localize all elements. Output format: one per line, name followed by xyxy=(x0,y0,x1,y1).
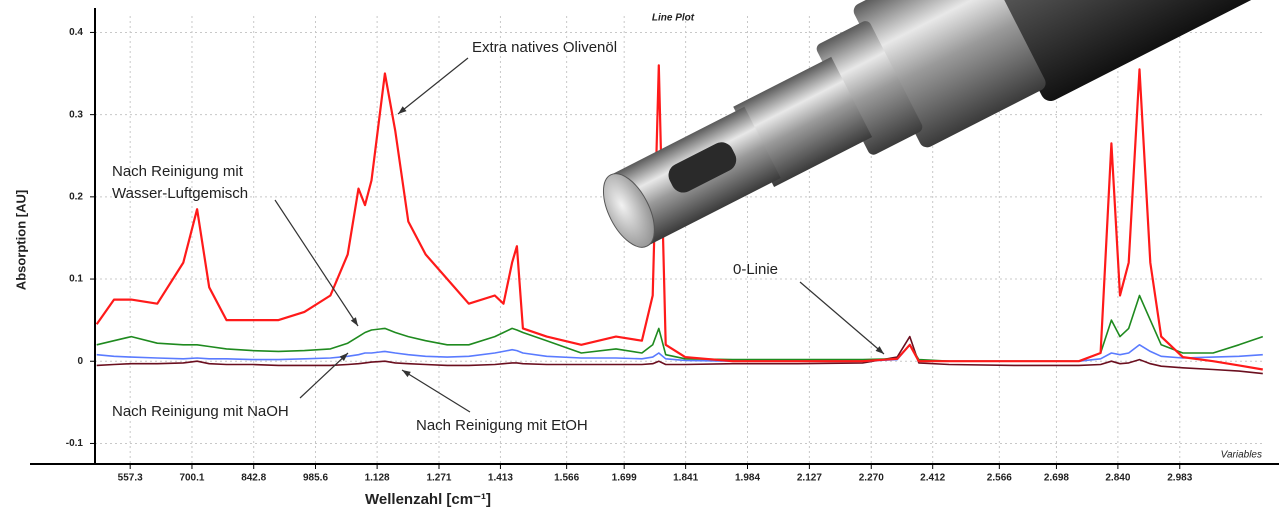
series-line xyxy=(96,294,1264,362)
y-tick-label: 0.2 xyxy=(69,191,83,202)
y-tick-label: 0.3 xyxy=(69,109,83,120)
y-tick-label: 0 xyxy=(77,356,83,367)
annotation-arrowhead xyxy=(875,346,884,354)
annotation-arrow xyxy=(401,369,471,413)
x-tick-label: 1.841 xyxy=(673,473,698,484)
probe-housing xyxy=(963,0,1275,101)
x-tick-label: 2.270 xyxy=(859,473,884,484)
probe-photo xyxy=(602,0,1275,248)
annotation-arrowhead xyxy=(398,106,407,114)
series-line xyxy=(95,64,1263,371)
x-tick-label: 1.413 xyxy=(488,473,513,484)
x-tick-label: 2.840 xyxy=(1105,473,1130,484)
annotation-arrow xyxy=(397,57,469,115)
x-tick-label: 1.699 xyxy=(612,473,637,484)
x-axis-title: Wellenzahl [cm⁻¹] xyxy=(365,491,491,508)
x-tick-label: 2.566 xyxy=(987,473,1012,484)
annotation: Nach Reinigung mit NaOH xyxy=(112,403,289,420)
x-tick-label: 2.698 xyxy=(1044,473,1069,484)
probe-clamp xyxy=(816,21,923,155)
y-tick-label: 0.1 xyxy=(69,274,83,285)
x-tick-label: 2.983 xyxy=(1167,473,1192,484)
annotations: Extra natives Olivenöl Nach Reinigung mit… xyxy=(112,39,885,434)
x-tick-label: 2.412 xyxy=(920,473,945,484)
y-tick-label: 0.4 xyxy=(69,27,83,38)
x-tick-label: 1.566 xyxy=(554,473,579,484)
x-tick-label: 1.984 xyxy=(735,473,760,484)
annotation-arrowhead xyxy=(402,370,411,378)
y-axis-title: Absorption [AU] xyxy=(13,190,28,290)
annotation-arrow xyxy=(799,281,885,355)
x-tick-label: 1.271 xyxy=(426,473,451,484)
x-tick-label: 557.3 xyxy=(118,473,143,484)
annotation-arrowhead xyxy=(339,353,348,362)
annotation-arrowhead xyxy=(350,317,358,326)
annotation-arrow xyxy=(274,199,359,327)
x-tick-label: 985.6 xyxy=(303,473,328,484)
annotation: 0-Linie xyxy=(733,261,778,278)
annotation: Nach Reinigung mit Wasser-Luftgemisch xyxy=(112,163,248,202)
x-tick-label: 842.8 xyxy=(241,473,266,484)
annotation-arrow xyxy=(299,352,349,399)
annotation: Nach Reinigung mit EtOH xyxy=(416,417,588,434)
series-line xyxy=(96,335,1263,375)
x-tick-label: 2.127 xyxy=(797,473,822,484)
x-tick-label: 1.128 xyxy=(365,473,390,484)
x-axis-note: Variables xyxy=(1221,450,1262,461)
annotation: Extra natives Olivenöl xyxy=(472,39,617,56)
y-tick-label: -0.1 xyxy=(66,438,84,449)
x-tick-label: 700.1 xyxy=(179,473,204,484)
probe-face xyxy=(602,173,655,248)
series-line xyxy=(96,344,1263,362)
chart-title: Line Plot xyxy=(652,13,695,24)
probe-window xyxy=(668,142,737,193)
